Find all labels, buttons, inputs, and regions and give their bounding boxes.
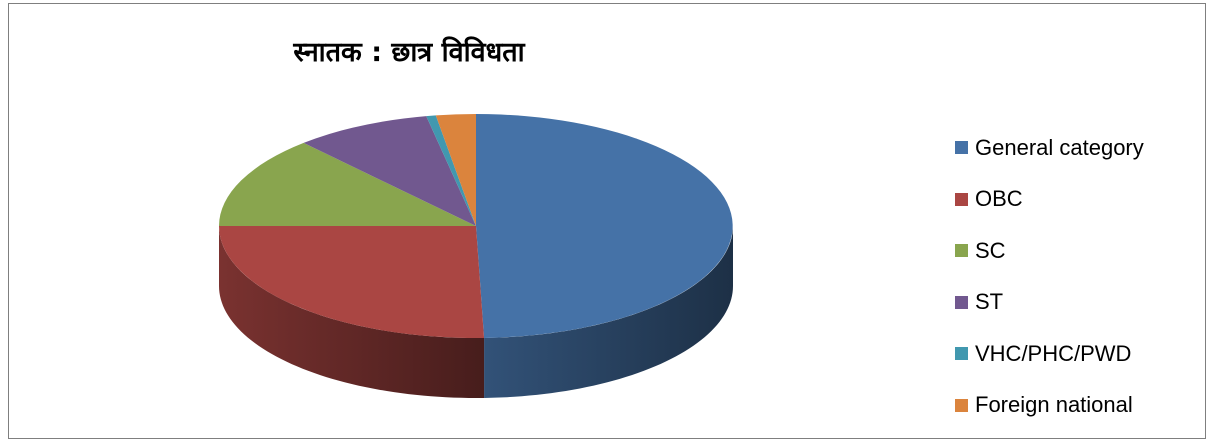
legend-item: OBC	[955, 174, 1205, 226]
slice-side-obc	[219, 226, 485, 398]
chart-title: स्नातक : छात्र विविधता	[293, 37, 525, 68]
slice-side-general-category	[484, 226, 733, 398]
legend-label: VHC/PHC/PWD	[975, 340, 1132, 366]
slice-vhc-phc-pwd	[426, 115, 476, 226]
legend-item: VHC/PHC/PWD	[955, 328, 1205, 380]
legend-swatch	[955, 141, 968, 155]
legend-item: Foreign national	[955, 380, 1205, 432]
legend-label: General category	[975, 134, 1144, 160]
legend-item: General category	[955, 122, 1205, 174]
legend-label: SC	[975, 237, 1006, 263]
legend-item: SC	[955, 225, 1205, 277]
legend-swatch	[955, 398, 968, 412]
legend-swatch	[955, 347, 968, 361]
legend-label: ST	[975, 289, 1004, 315]
slice-obc	[219, 226, 485, 338]
legend-swatch	[955, 295, 968, 309]
slice-foreign-national	[435, 114, 476, 226]
slice-st	[303, 116, 476, 226]
chart-legend: General category OBC SC ST VHC/PHC/PWD Foreig…	[955, 122, 1205, 431]
legend-label: Foreign national	[975, 392, 1133, 418]
legend-label: OBC	[975, 186, 1023, 212]
chart-area: स्नातक : छात्र विविधता General category O…	[8, 3, 1206, 439]
legend-item: ST	[955, 277, 1205, 329]
legend-swatch	[955, 192, 968, 206]
slice-sc	[219, 142, 476, 226]
legend-swatch	[955, 244, 968, 258]
pie-chart	[219, 114, 733, 398]
slice-general-category	[476, 114, 733, 338]
